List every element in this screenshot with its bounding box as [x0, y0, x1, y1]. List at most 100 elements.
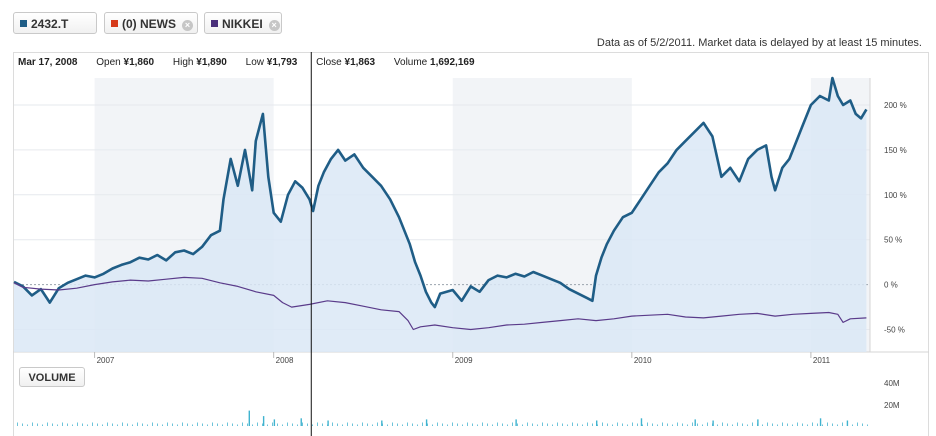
volume-bar — [662, 422, 663, 426]
volume-bar — [267, 424, 268, 426]
volume-bar — [277, 423, 278, 426]
volume-bar — [792, 424, 793, 426]
volume-bar — [577, 423, 578, 426]
volume-bar — [167, 422, 168, 426]
volume-bar — [282, 424, 283, 426]
volume-bar — [302, 422, 303, 426]
volume-bar — [742, 423, 743, 426]
volume-bar — [327, 420, 329, 426]
volume-bar — [817, 423, 818, 426]
volume-bar — [762, 424, 763, 426]
volume-bar — [687, 424, 688, 426]
close-icon[interactable]: × — [268, 20, 280, 31]
volume-bar — [832, 423, 833, 426]
volume-bar — [442, 423, 443, 426]
y-tick-label: -50 % — [884, 326, 905, 335]
volume-bar — [627, 424, 628, 426]
volume-bar — [457, 423, 458, 426]
volume-bar — [357, 424, 358, 426]
volume-bar — [472, 423, 473, 426]
volume-bar — [227, 422, 228, 426]
volume-bar — [672, 424, 673, 426]
volume-bar — [487, 423, 488, 426]
volume-bar — [367, 423, 368, 426]
volume-bar — [52, 423, 53, 426]
quote-volume-label: Volume — [393, 57, 428, 68]
volume-bar — [722, 422, 723, 426]
volume-bar — [222, 424, 223, 426]
volume-bar — [37, 423, 38, 426]
volume-bar — [217, 423, 218, 426]
quote-close-label: Close — [316, 57, 342, 68]
volume-bar — [437, 422, 438, 426]
volume-bar — [857, 422, 858, 426]
volume-bar — [112, 423, 113, 426]
series-line-nikkei — [13, 276, 867, 331]
volume-bar — [752, 422, 753, 426]
volume-bar — [842, 422, 843, 426]
tab-news[interactable]: (0) NEWS × — [104, 12, 198, 34]
volume-bar — [232, 423, 233, 426]
volume-bar — [417, 424, 418, 426]
volume-bar — [562, 423, 563, 426]
y-tick-label: 200 % — [884, 101, 907, 110]
volume-bar — [17, 422, 18, 426]
volume-bar — [542, 422, 543, 426]
chart-panel — [13, 52, 929, 436]
volume-bar — [242, 422, 243, 426]
series-area — [14, 78, 867, 352]
volume-bar — [647, 422, 648, 426]
volume-bar — [142, 423, 143, 426]
x-tick-label: 2008 — [276, 356, 294, 365]
volume-bar — [517, 423, 518, 426]
volume-bar — [812, 422, 813, 426]
volume-bar — [297, 424, 298, 426]
volume-bar — [67, 423, 68, 426]
quote-high-label: High — [172, 57, 194, 68]
quote-low-label: Low — [245, 57, 264, 68]
volume-bar — [425, 419, 428, 426]
close-icon[interactable]: × — [182, 20, 193, 31]
tab-label: (0) NEWS — [122, 17, 176, 31]
y-tick-label: 150 % — [884, 146, 907, 155]
tab-2432t[interactable]: 2432.T — [13, 12, 97, 34]
volume-bar — [492, 424, 493, 426]
volume-bar — [247, 423, 248, 426]
volume-bar — [822, 424, 823, 426]
volume-bar — [592, 423, 593, 426]
y-tick-label: 0 % — [884, 281, 898, 290]
volume-bar — [667, 423, 668, 426]
volume-bar — [482, 422, 483, 426]
volume-button[interactable]: VOLUME — [19, 367, 85, 387]
volume-bar — [596, 420, 598, 426]
volume-bar — [837, 424, 838, 426]
volume-bar — [692, 422, 693, 426]
volume-bar — [72, 424, 73, 426]
volume-bar — [42, 424, 43, 426]
tab-nikkei[interactable]: NIKKEI × — [204, 12, 282, 34]
volume-bar — [567, 424, 568, 426]
volume-bar — [867, 424, 868, 426]
volume-bar — [122, 422, 123, 426]
volume-bar — [312, 424, 313, 426]
volume-bar — [602, 422, 603, 426]
volume-bar — [702, 424, 703, 426]
series-color-swatch — [111, 20, 118, 27]
volume-bar — [462, 424, 463, 426]
volume-bar — [797, 422, 798, 426]
volume-bar — [157, 423, 158, 426]
volume-bar — [182, 422, 183, 426]
series-color-swatch — [211, 20, 218, 27]
volume-bar — [617, 422, 618, 426]
volume-bar — [102, 424, 103, 426]
volume-bar — [547, 423, 548, 426]
volume-bar — [677, 422, 678, 426]
volume-bar — [192, 424, 193, 426]
quote-low-value: ¥1,793 — [266, 57, 298, 68]
volume-bar — [512, 422, 513, 426]
volume-bar — [402, 424, 403, 426]
volume-bar — [727, 423, 728, 426]
volume-bar — [107, 422, 108, 426]
volume-bar — [502, 423, 503, 426]
